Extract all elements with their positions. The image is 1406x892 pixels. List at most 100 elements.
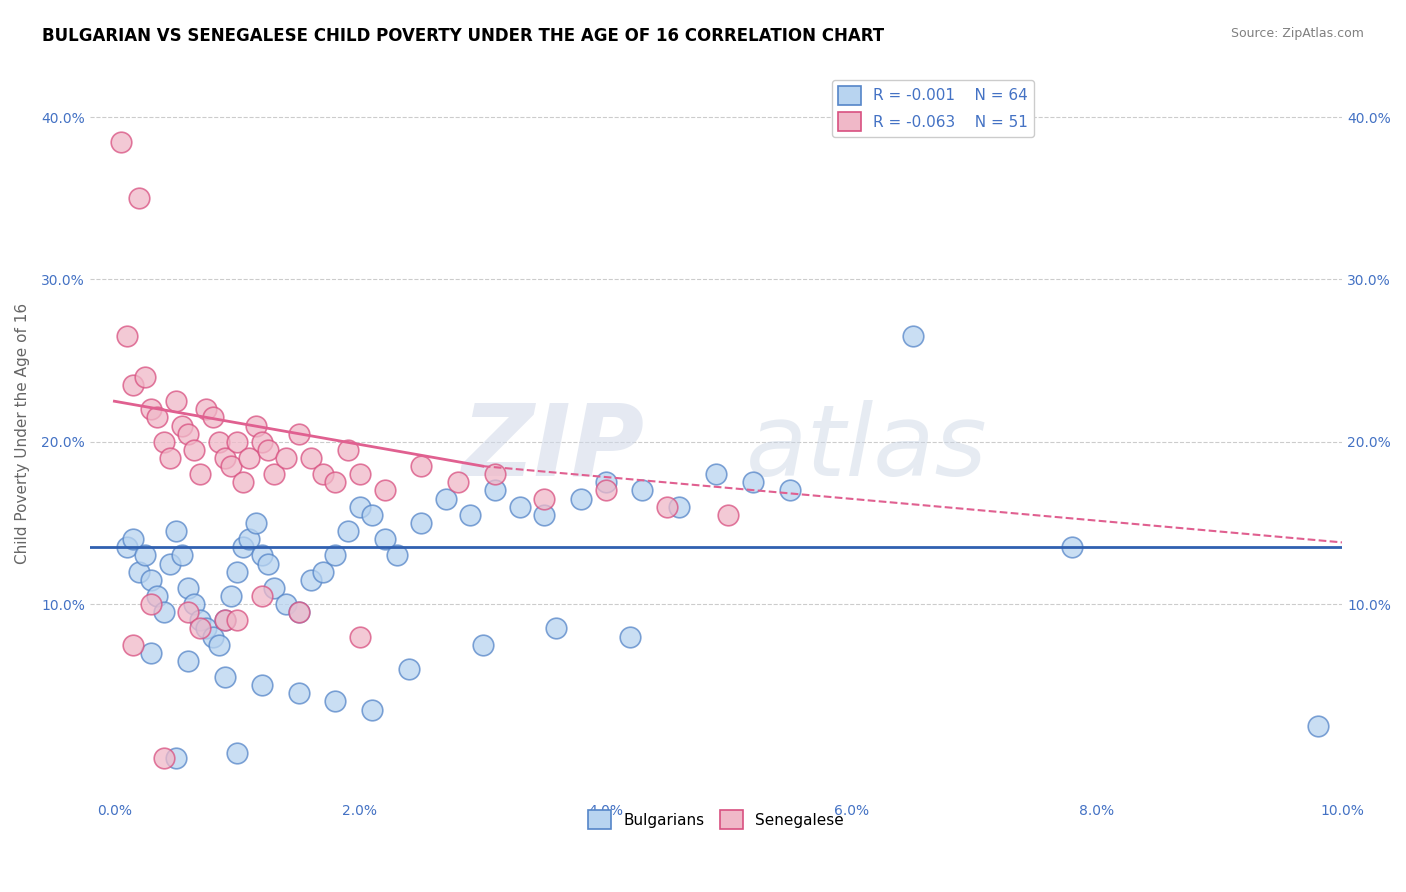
Point xyxy=(177,581,200,595)
Point xyxy=(276,597,298,611)
Point xyxy=(287,605,309,619)
Point xyxy=(245,418,267,433)
Point xyxy=(447,475,470,490)
Point xyxy=(177,426,200,441)
Point xyxy=(201,630,224,644)
Point xyxy=(238,532,260,546)
Point xyxy=(373,532,395,546)
Text: atlas: atlas xyxy=(745,400,987,497)
Point xyxy=(232,541,254,555)
Point xyxy=(325,549,347,563)
Point xyxy=(188,622,211,636)
Point xyxy=(152,434,174,449)
Point xyxy=(533,491,555,506)
Point xyxy=(152,751,174,765)
Point xyxy=(276,450,298,465)
Point xyxy=(128,565,150,579)
Point xyxy=(349,630,371,644)
Point xyxy=(238,450,260,465)
Text: Source: ZipAtlas.com: Source: ZipAtlas.com xyxy=(1230,27,1364,40)
Point xyxy=(165,394,187,409)
Point xyxy=(901,329,924,343)
Point xyxy=(141,597,163,611)
Point xyxy=(717,508,740,522)
Point xyxy=(349,500,371,514)
Point xyxy=(631,483,654,498)
Point xyxy=(170,549,193,563)
Point xyxy=(411,516,433,530)
Text: BULGARIAN VS SENEGALESE CHILD POVERTY UNDER THE AGE OF 16 CORRELATION CHART: BULGARIAN VS SENEGALESE CHILD POVERTY UN… xyxy=(42,27,884,45)
Point xyxy=(704,467,727,482)
Point xyxy=(121,638,143,652)
Point xyxy=(134,549,156,563)
Point xyxy=(152,605,174,619)
Point xyxy=(336,524,359,538)
Point xyxy=(471,638,494,652)
Point xyxy=(349,467,371,482)
Point xyxy=(385,549,408,563)
Point xyxy=(141,646,163,660)
Point xyxy=(1062,541,1084,555)
Point xyxy=(373,483,395,498)
Point xyxy=(619,630,641,644)
Point xyxy=(287,686,309,700)
Point xyxy=(141,402,163,417)
Point xyxy=(299,573,322,587)
Legend: Bulgarians, Senegalese: Bulgarians, Senegalese xyxy=(582,805,849,835)
Point xyxy=(214,613,236,627)
Point xyxy=(183,597,205,611)
Point xyxy=(569,491,592,506)
Point xyxy=(141,573,163,587)
Point xyxy=(115,541,138,555)
Point xyxy=(263,581,285,595)
Point xyxy=(434,491,457,506)
Point xyxy=(188,467,211,482)
Point xyxy=(287,426,309,441)
Point xyxy=(398,662,420,676)
Point xyxy=(165,524,187,538)
Point xyxy=(361,702,384,716)
Point xyxy=(533,508,555,522)
Point xyxy=(245,516,267,530)
Point xyxy=(146,410,169,425)
Point xyxy=(257,557,280,571)
Point xyxy=(226,747,249,761)
Point xyxy=(484,483,506,498)
Point xyxy=(509,500,531,514)
Point xyxy=(287,605,309,619)
Point xyxy=(165,751,187,765)
Point xyxy=(201,410,224,425)
Point xyxy=(250,678,273,692)
Point xyxy=(250,434,273,449)
Point xyxy=(595,475,617,490)
Point xyxy=(214,670,236,684)
Point xyxy=(460,508,482,522)
Point xyxy=(195,402,218,417)
Point xyxy=(263,467,285,482)
Point xyxy=(655,500,678,514)
Point xyxy=(325,694,347,708)
Point xyxy=(741,475,763,490)
Y-axis label: Child Poverty Under the Age of 16: Child Poverty Under the Age of 16 xyxy=(15,303,30,565)
Point xyxy=(214,613,236,627)
Point xyxy=(170,418,193,433)
Point xyxy=(595,483,617,498)
Point xyxy=(121,378,143,392)
Point xyxy=(250,589,273,603)
Point xyxy=(183,442,205,457)
Point xyxy=(411,459,433,474)
Point xyxy=(226,565,249,579)
Point xyxy=(219,589,242,603)
Point xyxy=(312,467,335,482)
Point xyxy=(219,459,242,474)
Point xyxy=(177,605,200,619)
Point xyxy=(232,475,254,490)
Point xyxy=(121,532,143,546)
Point xyxy=(546,622,568,636)
Point xyxy=(325,475,347,490)
Point xyxy=(257,442,280,457)
Point xyxy=(159,450,181,465)
Point xyxy=(299,450,322,465)
Point xyxy=(484,467,506,482)
Point xyxy=(146,589,169,603)
